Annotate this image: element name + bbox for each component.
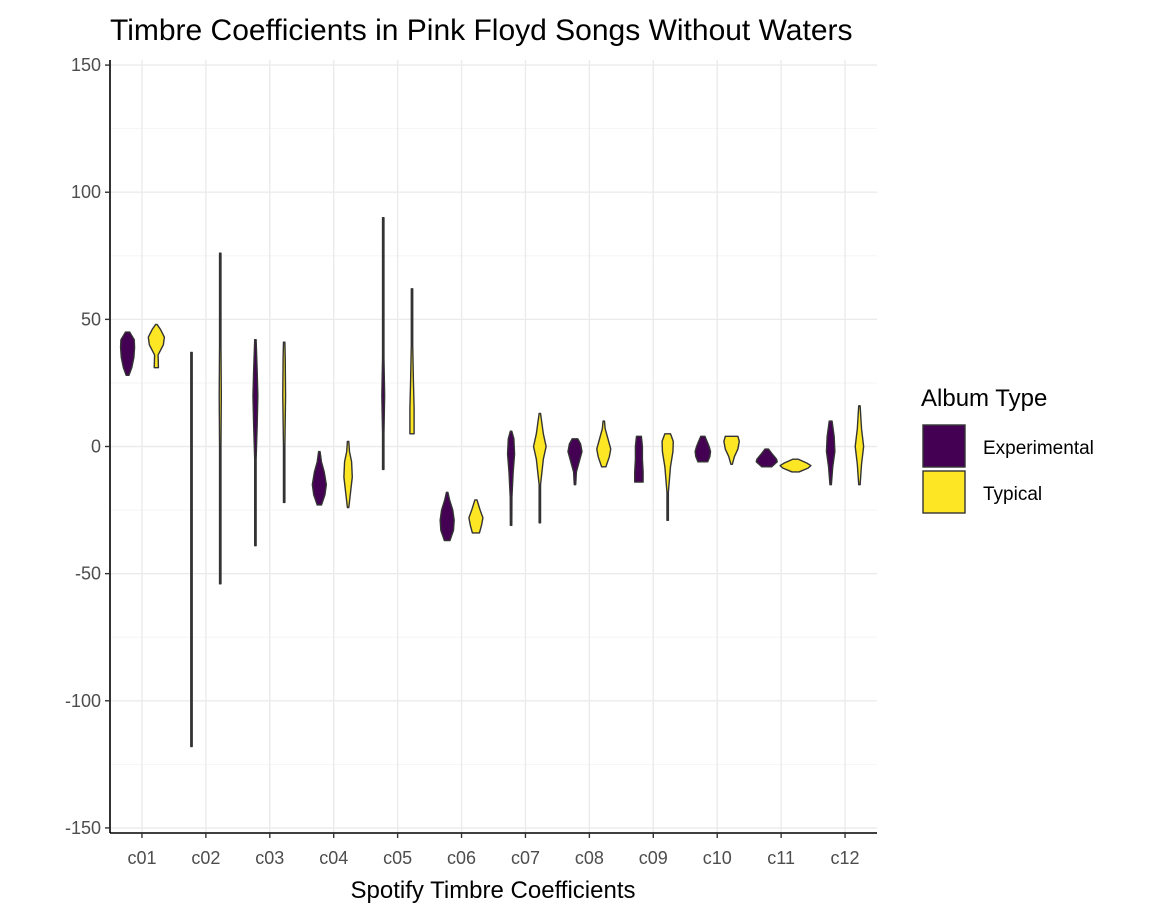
y-tick-label: -50 (75, 564, 101, 584)
x-tick-label: c09 (639, 848, 668, 868)
y-tick-label: -150 (65, 818, 101, 838)
violin-typical-c02 (218, 252, 223, 585)
x-tick-label: c01 (127, 848, 156, 868)
x-tick-label: c05 (383, 848, 412, 868)
x-tick-label: c08 (575, 848, 604, 868)
violin-typical-c03 (282, 341, 287, 504)
violin-typical-c10 (723, 435, 740, 465)
violin-experimental-c04 (311, 450, 328, 506)
legend-key-typical (922, 470, 966, 514)
legend-key-experimental (922, 424, 966, 468)
violin-typical-c05 (409, 288, 415, 435)
violin-experimental-c08 (567, 438, 583, 486)
legend: Album Type Experimental Typical (921, 385, 1094, 514)
violin-experimental-c02 (190, 351, 193, 748)
violin-typical-c08 (596, 420, 612, 468)
x-tick-label: c02 (191, 848, 220, 868)
violin-experimental-c05 (381, 216, 386, 471)
violin-typical-c06 (468, 499, 484, 534)
x-tick-label: c07 (511, 848, 540, 868)
legend-title: Album Type (921, 385, 1047, 412)
violin-typical-c04 (343, 440, 353, 509)
violin-experimental-c06 (439, 491, 455, 542)
y-tick-label: 50 (81, 309, 101, 329)
violin-experimental-c07 (506, 430, 516, 527)
violin-experimental-c11 (755, 448, 778, 468)
grid (110, 60, 877, 833)
violin-typical-c09 (661, 433, 674, 521)
x-axis-title: Spotify Timbre Coefficients (350, 877, 635, 904)
y-tick-label: 0 (91, 437, 101, 457)
x-tick-label: c06 (447, 848, 476, 868)
axes: -150 -100 -50 0 50 100 150 c01 c02 c03 c04 c05 c06 c0… (65, 55, 877, 868)
violin-experimental-c09 (634, 435, 644, 483)
legend-label-typical: Typical (983, 484, 1042, 505)
x-tick-label: c10 (703, 848, 732, 868)
x-tick-label: c12 (831, 848, 860, 868)
legend-label-experimental: Experimental (983, 438, 1094, 459)
violin-experimental-c10 (694, 435, 712, 463)
violin-experimental-c01 (119, 331, 136, 376)
violin-typical-c01 (147, 323, 166, 369)
violin-typical-c07 (532, 412, 547, 524)
x-tick-label: c03 (255, 848, 284, 868)
violin-experimental-c03 (252, 339, 259, 547)
y-tick-label: 150 (71, 55, 101, 75)
x-tick-label: c04 (319, 848, 348, 868)
violin-typical-c11 (779, 458, 812, 473)
x-tick-label: c11 (767, 848, 795, 868)
y-tick-label: -100 (65, 691, 101, 711)
violins (119, 216, 865, 748)
violin-typical-c12 (854, 405, 865, 486)
chart-title: Timbre Coefficients in Pink Floyd Songs … (110, 14, 853, 47)
violin-experimental-c12 (825, 420, 836, 486)
y-tick-label: 100 (71, 182, 101, 202)
